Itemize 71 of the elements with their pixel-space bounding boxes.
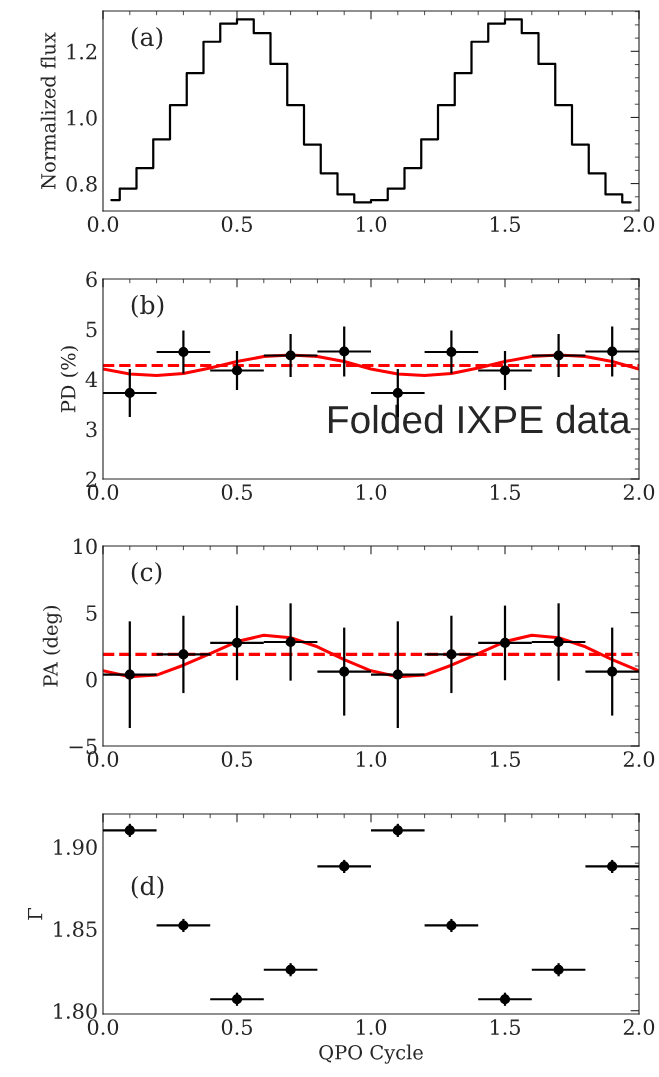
x-tick-label: 1.5 [490, 751, 520, 767]
point [339, 666, 350, 677]
point [285, 964, 296, 975]
y-axis-title: Normalized flux [40, 32, 56, 189]
y-tick-label: 1.85 [54, 921, 97, 937]
annotation: (b) [131, 294, 164, 318]
y-tick-label: 3 [86, 421, 97, 438]
annotation: Folded IXPE data [328, 404, 631, 434]
y-tick-label: 1.90 [54, 839, 97, 855]
x-tick-label: 0.5 [221, 484, 252, 500]
y-tick-label: 0.8 [66, 176, 97, 192]
point [339, 861, 350, 872]
x-axis-title: QPO Cycle [319, 1044, 423, 1064]
x-tick-label: 2.0 [623, 484, 655, 500]
point [499, 637, 511, 649]
point [446, 346, 457, 358]
x-tick-label: 1.5 [490, 1019, 520, 1035]
point [124, 387, 135, 399]
annotation: (c) [131, 561, 162, 585]
y-tick-label: 1.0 [67, 109, 97, 126]
point [553, 636, 564, 648]
point [124, 825, 135, 836]
y-axis-title: PA (deg) [42, 605, 62, 687]
x-tick-label: 2.0 [623, 216, 655, 232]
point [553, 964, 564, 975]
x-tick-label: 1.0 [356, 751, 387, 767]
point [178, 649, 189, 660]
y-axis-title: Γ [27, 908, 43, 920]
point [392, 387, 403, 399]
point [499, 994, 511, 1005]
point [339, 346, 350, 357]
x-tick-label: 1.0 [356, 216, 387, 232]
x-tick-label: 0.5 [221, 216, 252, 232]
y-tick-label: 1.80 [54, 1003, 97, 1019]
y-tick-label: 1.2 [67, 43, 97, 60]
point [231, 365, 243, 376]
point [124, 669, 135, 680]
point [499, 365, 511, 376]
x-tick-label: 2.0 [623, 751, 655, 767]
point [607, 861, 618, 872]
point [231, 637, 243, 649]
y-tick-label: 10 [74, 538, 97, 555]
x-tick-label: 1.0 [356, 484, 387, 500]
annotation: (d) [131, 875, 164, 899]
point [553, 350, 564, 361]
y-tick-label: 6 [86, 271, 97, 288]
y-axis-title: PD (%) [60, 346, 79, 413]
y-tick-label: 4 [85, 371, 98, 387]
x-tick-label: 0.5 [221, 751, 252, 767]
x-tick-label: 1.0 [356, 1019, 387, 1035]
y-tick-label: 5 [86, 605, 97, 621]
point [607, 666, 618, 677]
point [392, 825, 403, 836]
point [231, 994, 243, 1005]
point [446, 920, 457, 931]
x-tick-label: 0.0 [87, 1019, 119, 1035]
y-tick-label: 5 [86, 321, 97, 338]
x-tick-label: 1.5 [490, 216, 520, 232]
point [285, 636, 296, 648]
point [285, 350, 296, 361]
x-tick-label: 0.5 [221, 1019, 252, 1035]
annotation: (a) [131, 26, 163, 50]
x-tick-label: 0.0 [87, 216, 119, 232]
point [178, 346, 189, 358]
x-tick-label: 2.0 [623, 1019, 655, 1035]
point [392, 669, 403, 680]
x-tick-label: 1.5 [490, 484, 520, 500]
point [446, 649, 457, 660]
point [607, 346, 618, 357]
y-tick-label: 0 [86, 671, 97, 688]
point [178, 920, 189, 931]
